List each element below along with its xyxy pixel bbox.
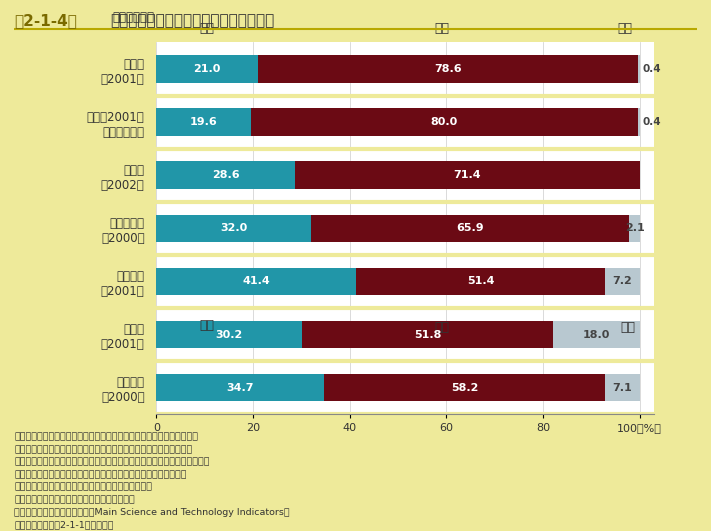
- Text: 58.2: 58.2: [451, 383, 479, 392]
- Text: 外国: 外国: [620, 321, 635, 334]
- Bar: [258, 55, 638, 83]
- Bar: [638, 108, 640, 136]
- Bar: [356, 268, 605, 295]
- Text: 7.2: 7.2: [612, 277, 632, 286]
- Bar: [156, 321, 302, 348]
- Text: 民間: 民間: [434, 22, 449, 35]
- Bar: [294, 161, 640, 189]
- Text: 第2-1-4図: 第2-1-4図: [14, 13, 77, 28]
- Bar: [251, 108, 638, 136]
- Text: 0.4: 0.4: [642, 64, 661, 74]
- Text: 2.1: 2.1: [625, 224, 644, 233]
- Text: 民間: 民間: [434, 321, 449, 334]
- Text: 政府: 政府: [200, 319, 215, 331]
- Text: 外国: 外国: [618, 22, 633, 35]
- Text: 19.6: 19.6: [190, 117, 218, 127]
- Text: 32.0: 32.0: [220, 224, 247, 233]
- Bar: [311, 215, 629, 242]
- Text: 0.4: 0.4: [642, 117, 661, 127]
- Bar: [552, 321, 640, 348]
- Text: 78.6: 78.6: [434, 64, 461, 74]
- Text: 80.0: 80.0: [431, 117, 458, 127]
- Bar: [156, 55, 258, 83]
- Bar: [605, 268, 640, 295]
- Bar: [605, 374, 640, 401]
- Bar: [156, 374, 324, 401]
- Text: 18.0: 18.0: [582, 330, 610, 339]
- Text: 7.1: 7.1: [613, 383, 632, 392]
- Text: 51.4: 51.4: [467, 277, 494, 286]
- Bar: [302, 321, 552, 348]
- Text: 41.4: 41.4: [242, 277, 270, 286]
- Bar: [156, 161, 294, 189]
- Text: 注）１．国際比較を行うため、各国とも人文・社会科学を含めている。
　　　　なお、日本については専従換算の値を併せて表示している。
　　２．日本専従換算値は総務省: 注）１．国際比較を行うため、各国とも人文・社会科学を含めている。 なお、日本につ…: [14, 433, 290, 531]
- Bar: [156, 268, 356, 295]
- Text: 国名（年度）: 国名（年度）: [112, 11, 154, 24]
- Text: 21.0: 21.0: [193, 64, 221, 74]
- Text: 30.2: 30.2: [215, 330, 243, 339]
- Bar: [156, 108, 251, 136]
- Bar: [638, 55, 640, 83]
- Text: 28.6: 28.6: [212, 170, 240, 180]
- Text: 政府: 政府: [200, 22, 215, 35]
- Bar: [156, 215, 311, 242]
- Bar: [629, 215, 640, 242]
- Bar: [324, 374, 605, 401]
- Text: 51.8: 51.8: [414, 330, 442, 339]
- Text: 主要国における研究費の組織別負担割合: 主要国における研究費の組織別負担割合: [110, 13, 274, 28]
- Text: 71.4: 71.4: [454, 170, 481, 180]
- Text: 65.9: 65.9: [456, 224, 484, 233]
- Text: 34.7: 34.7: [227, 383, 254, 392]
